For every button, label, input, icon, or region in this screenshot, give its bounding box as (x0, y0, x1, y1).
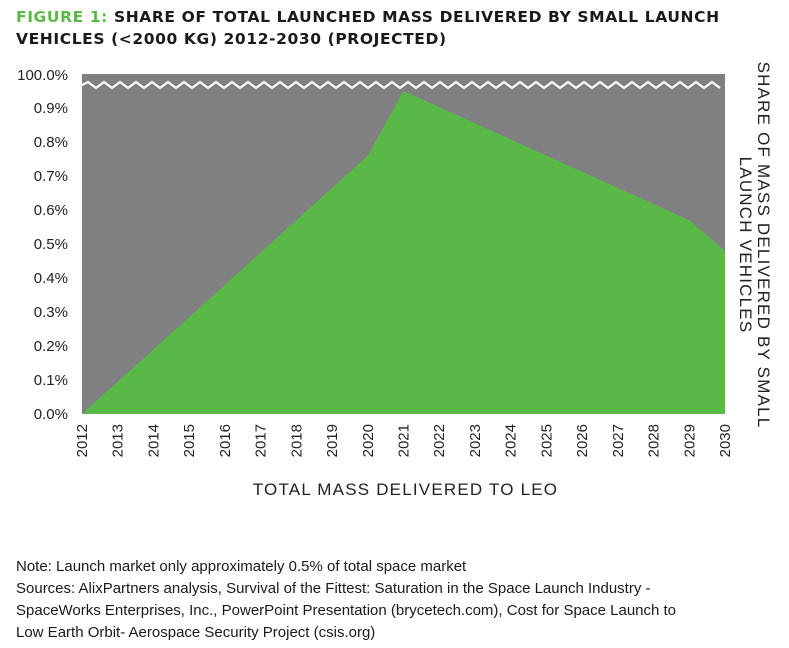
x-tick-label: 2020 (360, 424, 377, 457)
chart-notes: Note: Launch market only approximately 0… (16, 556, 756, 644)
note-text: Note: Launch market only approximately 0… (16, 558, 467, 575)
sources-line-1: Sources: AlixPartners analysis, Survival… (16, 580, 651, 597)
y-tick-label: 0.9% (34, 100, 68, 117)
x-tick-label: 2027 (610, 424, 627, 457)
y-tick-label: 0.0% (34, 406, 68, 423)
x-tick-label: 2013 (110, 424, 127, 457)
sources-line-3: Low Earth Orbit- Aerospace Security Proj… (16, 624, 376, 641)
x-tick-label: 2012 (74, 424, 91, 457)
y-tick-label: 100.0% (17, 67, 68, 84)
sources-line-2: SpaceWorks Enterprises, Inc., PowerPoint… (16, 602, 677, 619)
x-tick-label: 2021 (396, 424, 413, 457)
x-tick-label: 2017 (253, 424, 270, 457)
x-tick-label: 2015 (181, 424, 198, 457)
y-tick-label: 0.1% (34, 372, 68, 389)
y-tick-label: 0.4% (34, 270, 68, 287)
x-tick-label: 2022 (431, 424, 448, 457)
x-tick-label: 2028 (646, 424, 663, 457)
x-tick-label: 2029 (681, 424, 698, 457)
area-chart: 0.0% 0.1% 0.2% 0.3% 0.4% 0.5% 0.6% 0.7% 0.8% 0.9%… (17, 62, 773, 499)
axis-break-line (79, 80, 721, 90)
x-tick-label: 2030 (717, 424, 734, 457)
x-tick-label: 2014 (145, 424, 162, 457)
x-tick-label: 2026 (574, 424, 591, 457)
x-axis-ticks: 2012 2013 2014 2015 2016 2017 2018 2019 2020 2021… (74, 424, 734, 457)
x-tick-label: 2019 (324, 424, 341, 457)
y-tick-label: 0.6% (34, 202, 68, 219)
y-tick-label: 0.5% (34, 236, 68, 253)
figure-title-text: SHARE OF TOTAL LAUNCHED MASS DELIVERED B… (16, 8, 720, 48)
small-launch-share-area (82, 91, 725, 414)
y-tick-label: 0.2% (34, 338, 68, 355)
y-axis-label-line: LAUNCH VEHICLES (736, 157, 755, 334)
figure-number: FIGURE 1: (16, 8, 108, 26)
x-tick-label: 2018 (288, 424, 305, 457)
y-tick-label: 0.3% (34, 304, 68, 321)
y-axis-ticks: 0.0% 0.1% 0.2% 0.3% 0.4% 0.5% 0.6% 0.7% 0.8% 0.9%… (17, 67, 68, 423)
chart-title: FIGURE 1: SHARE OF TOTAL LAUNCHED MASS D… (16, 6, 776, 50)
x-tick-label: 2025 (538, 424, 555, 457)
y-tick-label: 0.7% (34, 168, 68, 185)
y-axis-label-line: SHARE OF MASS DELIVERED BY SMALL (754, 62, 773, 429)
y-tick-label: 0.8% (34, 134, 68, 151)
x-axis-label: TOTAL MASS DELIVERED TO LEO (253, 480, 558, 499)
x-tick-label: 2016 (217, 424, 234, 457)
x-tick-label: 2023 (467, 424, 484, 457)
x-tick-label: 2024 (503, 424, 520, 457)
